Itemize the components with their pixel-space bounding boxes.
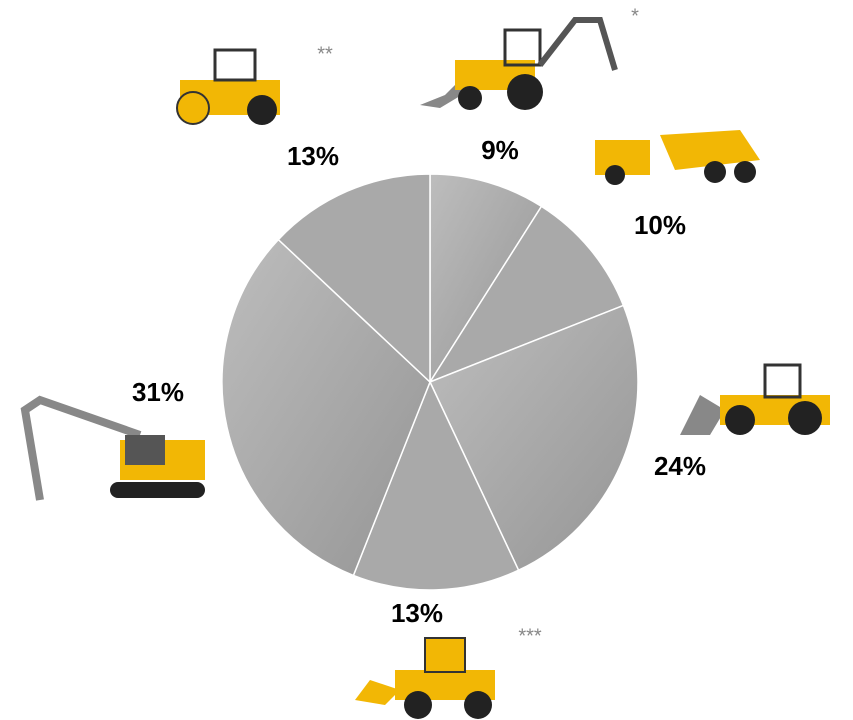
pie-slice xyxy=(277,173,431,384)
value-label: 31% xyxy=(132,377,184,407)
annotation: * xyxy=(631,5,639,27)
icon-roller xyxy=(176,48,280,125)
pie xyxy=(221,173,639,591)
value-label: 24% xyxy=(654,451,706,481)
value-label: 9% xyxy=(481,135,519,165)
annotation: ** xyxy=(317,43,333,65)
pie-slice xyxy=(428,304,639,572)
pie-slice xyxy=(428,205,625,384)
icon-wheel-loader xyxy=(680,363,830,435)
icon-dumper xyxy=(595,130,760,185)
annotation: *** xyxy=(518,625,542,647)
value-label: 13% xyxy=(287,141,339,171)
icon-excavator xyxy=(20,395,205,501)
value-label: 10% xyxy=(634,210,686,240)
icon-small-loader xyxy=(355,637,495,719)
value-label: 13% xyxy=(391,598,443,628)
pie-slice xyxy=(221,238,431,577)
pie-slice xyxy=(352,380,520,591)
icon-backhoe xyxy=(420,17,618,110)
pie-slice xyxy=(429,173,543,385)
